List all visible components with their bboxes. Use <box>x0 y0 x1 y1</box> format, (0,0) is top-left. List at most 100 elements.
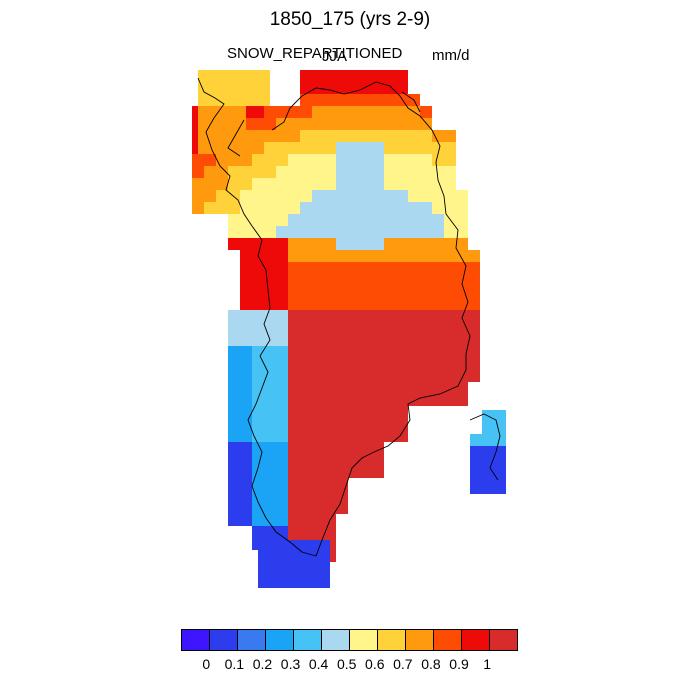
grid-cell <box>336 346 348 358</box>
grid-cell <box>384 106 396 118</box>
grid-cell <box>246 94 258 106</box>
grid-cell <box>312 322 324 334</box>
grid-cell <box>432 226 444 238</box>
grid-cell <box>348 262 360 274</box>
grid-cell <box>276 394 288 406</box>
colorbar-tick-label: 0.7 <box>393 656 413 672</box>
grid-cell <box>252 190 264 202</box>
grid-cell <box>470 434 482 446</box>
grid-cell <box>456 226 468 238</box>
grid-cell <box>420 226 432 238</box>
grid-cell <box>324 94 336 106</box>
grid-cell <box>300 430 312 442</box>
grid-cell <box>300 442 312 454</box>
colorbar-tick-label: 1 <box>483 656 491 672</box>
grid-cell <box>384 190 396 202</box>
grid-cell <box>336 442 348 454</box>
grid-cell <box>396 154 408 166</box>
grid-cell <box>288 118 300 130</box>
grid-cell <box>348 154 360 166</box>
grid-cell <box>408 394 420 406</box>
grid-cell <box>204 202 216 214</box>
grid-cell <box>264 274 276 286</box>
grid-cell <box>264 178 276 190</box>
variable-label: SNOW_REPARTITIONED <box>227 45 403 62</box>
grid-cell <box>324 502 336 514</box>
grid-cell <box>348 358 360 370</box>
grid-cell <box>396 334 408 346</box>
grid-cell <box>408 190 420 202</box>
grid-cell <box>432 298 444 310</box>
grid-cell <box>384 94 396 106</box>
grid-cell <box>336 118 348 130</box>
grid-cell <box>312 274 324 286</box>
grid-cell <box>360 250 372 262</box>
grid-cell <box>246 82 258 94</box>
grid-cell <box>252 454 264 466</box>
grid-cell <box>300 106 312 118</box>
grid-cell <box>420 166 432 178</box>
colorbar-swatch <box>378 630 406 650</box>
grid-cell <box>360 430 372 442</box>
grid-cell <box>252 298 264 310</box>
grid-cell <box>396 106 408 118</box>
grid-cell <box>288 346 300 358</box>
grid-cell <box>258 540 270 552</box>
grid-cell <box>482 470 494 482</box>
grid-cell <box>240 418 252 430</box>
grid-cell <box>264 238 276 250</box>
grid-cell <box>408 238 420 250</box>
grid-cell <box>312 418 324 430</box>
grid-cell <box>240 514 252 526</box>
grid-cell <box>420 274 432 286</box>
grid-cell <box>360 334 372 346</box>
grid-cell <box>372 202 384 214</box>
grid-cell <box>432 214 444 226</box>
grid-cell <box>384 286 396 298</box>
grid-cell <box>444 394 456 406</box>
grid-cell <box>456 262 468 274</box>
grid-cell <box>408 178 420 190</box>
grid-cell <box>336 430 348 442</box>
grid-cell <box>324 346 336 358</box>
grid-cell <box>384 166 396 178</box>
colorbar-swatch <box>406 630 434 650</box>
grid-cell <box>360 370 372 382</box>
grid-cell <box>228 382 240 394</box>
grid-cell <box>228 214 240 226</box>
grid-cell <box>324 250 336 262</box>
grid-cell <box>312 346 324 358</box>
grid-cell <box>324 394 336 406</box>
grid-cell <box>336 154 348 166</box>
grid-cell <box>420 298 432 310</box>
grid-cell <box>264 262 276 274</box>
grid-cell <box>384 202 396 214</box>
grid-cell <box>372 310 384 322</box>
grid-cell <box>360 358 372 370</box>
grid-cell <box>276 238 288 250</box>
grid-cell <box>198 130 210 142</box>
grid-cell <box>294 540 306 552</box>
grid-cell <box>408 358 420 370</box>
colorbar-swatch <box>210 630 238 650</box>
grid-cell <box>432 142 444 154</box>
grid-cell <box>336 250 348 262</box>
colorbar-tick-label: 0.4 <box>308 656 329 672</box>
grid-cell <box>228 466 240 478</box>
grid-cell <box>228 394 240 406</box>
grid-cell <box>444 310 456 322</box>
grid-cell <box>482 422 494 434</box>
grid-cell <box>408 346 420 358</box>
grid-cell <box>252 370 264 382</box>
grid-cell <box>444 166 456 178</box>
grid-cell <box>312 478 324 490</box>
grid-cell <box>396 130 408 142</box>
grid-cell <box>312 286 324 298</box>
grid-cell <box>372 442 384 454</box>
grid-cell <box>348 298 360 310</box>
grid-cell <box>264 418 276 430</box>
grid-cell <box>432 238 444 250</box>
grid-cell <box>372 154 384 166</box>
grid-cell <box>360 286 372 298</box>
grid-cell <box>384 322 396 334</box>
